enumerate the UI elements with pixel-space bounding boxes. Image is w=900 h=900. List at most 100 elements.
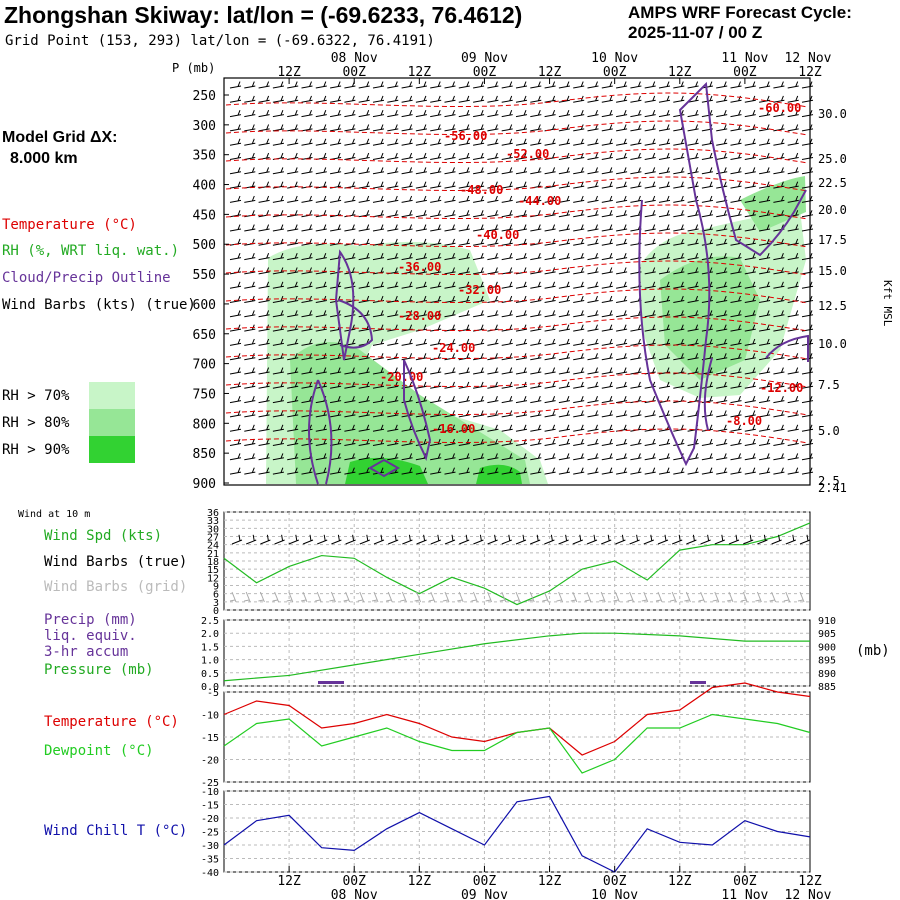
wind-barb [544,110,556,118]
wind-barb [616,195,628,203]
wind-barb [244,95,256,103]
wind-barb [773,467,785,475]
wind-barb [801,224,814,232]
legend-rh: RH (%, WRT liq. wat.) [2,243,180,259]
pressure-tick-label: 650 [193,328,216,343]
wind-barb [315,195,327,203]
wind-barb [658,224,671,232]
wind-barb [716,353,728,361]
wind-barb [272,467,284,475]
wind-barb [773,396,785,404]
wind-barb-grid [797,591,805,603]
wind-barb [730,467,742,475]
wind-barb [358,381,370,389]
wind-barb [315,81,327,89]
wind-barb-grid [414,591,422,603]
wind-barb [801,152,814,160]
wind-barb [444,396,456,404]
wind-barb [458,467,470,475]
wind-barb [345,534,356,545]
wind-barb [229,381,242,389]
wind-barb [272,124,284,132]
wind-barb [787,152,799,160]
wind-barb [444,267,456,275]
wind-barb-grid [244,591,251,603]
wind-barb-grid [343,591,351,603]
wind-barb [801,367,814,375]
wind-barb [530,81,542,89]
date-label: 08 Nov [331,888,378,900]
wind-barb [644,81,656,89]
wind-barb [558,167,570,175]
wind-barb [630,438,642,446]
wind-barb [530,253,542,261]
wind-barb [587,210,599,218]
wind-barb [272,138,284,146]
wind-barb [773,95,785,103]
temperature-contour-label: -20.00 [380,370,423,384]
wind-barb [616,81,628,89]
wind-barb [787,81,799,89]
y-tick-label: 2.0 [201,629,219,640]
wind-barb [730,167,742,175]
wind-barb [658,396,671,404]
wind-barb [601,424,613,432]
wind-barb [229,152,242,160]
wind-barb [315,167,327,175]
wind-barb [344,396,356,404]
series-line [223,522,811,606]
wind-barb [473,124,485,132]
height-tick-label: 10.0 [818,337,847,351]
wind-barb [759,424,771,432]
wind-barb [759,124,771,132]
wind-barb [272,396,284,404]
wind-barb [716,396,728,404]
wind-barb [358,152,370,160]
wind-barb [730,410,742,418]
wind-barb [458,453,470,461]
wind-barb [773,267,785,275]
wind-barb [501,281,513,289]
wind-barb [387,110,399,118]
wind-barb [744,310,756,318]
wind-barb [801,281,814,289]
wind-barb [630,138,642,146]
wind-barb [644,152,656,160]
wind-barb [601,152,613,160]
wind-barb [716,367,728,375]
wind-barb [415,353,427,361]
wind-barb [487,195,499,203]
wind-barb [544,534,555,545]
wind-barb [759,210,771,218]
legend-precip: Precip (mm) [44,612,137,628]
wind-barb [601,238,613,246]
wind-barb [744,381,756,389]
wind-barb [372,381,385,389]
date-label: 12 Nov [785,51,832,66]
wind-barb [644,167,656,175]
y2-tick-label: 895 [818,656,836,667]
wind-barb [644,224,656,232]
wind-barb [744,181,756,189]
wind-barb [487,396,499,404]
wind-barb [787,167,799,175]
wind-barb [558,438,570,446]
wind-barb [673,381,685,389]
wind-barb [401,152,413,160]
wind-barb [258,253,270,261]
wind-barb [587,181,599,189]
y-tick-label: 33 [207,516,219,527]
wind-barb [787,453,799,461]
wind-barb [616,210,628,218]
wind-barb [301,353,313,361]
wind-barb [258,95,270,103]
wind-barb [372,181,385,189]
wind-barb [372,95,385,103]
wind-barb [701,267,713,275]
wind-barb [473,95,485,103]
wind-barb [687,124,699,132]
wind-barb [701,381,713,389]
wind-barb [544,310,556,318]
wind-barb [730,338,742,346]
wind-barb [644,210,656,218]
